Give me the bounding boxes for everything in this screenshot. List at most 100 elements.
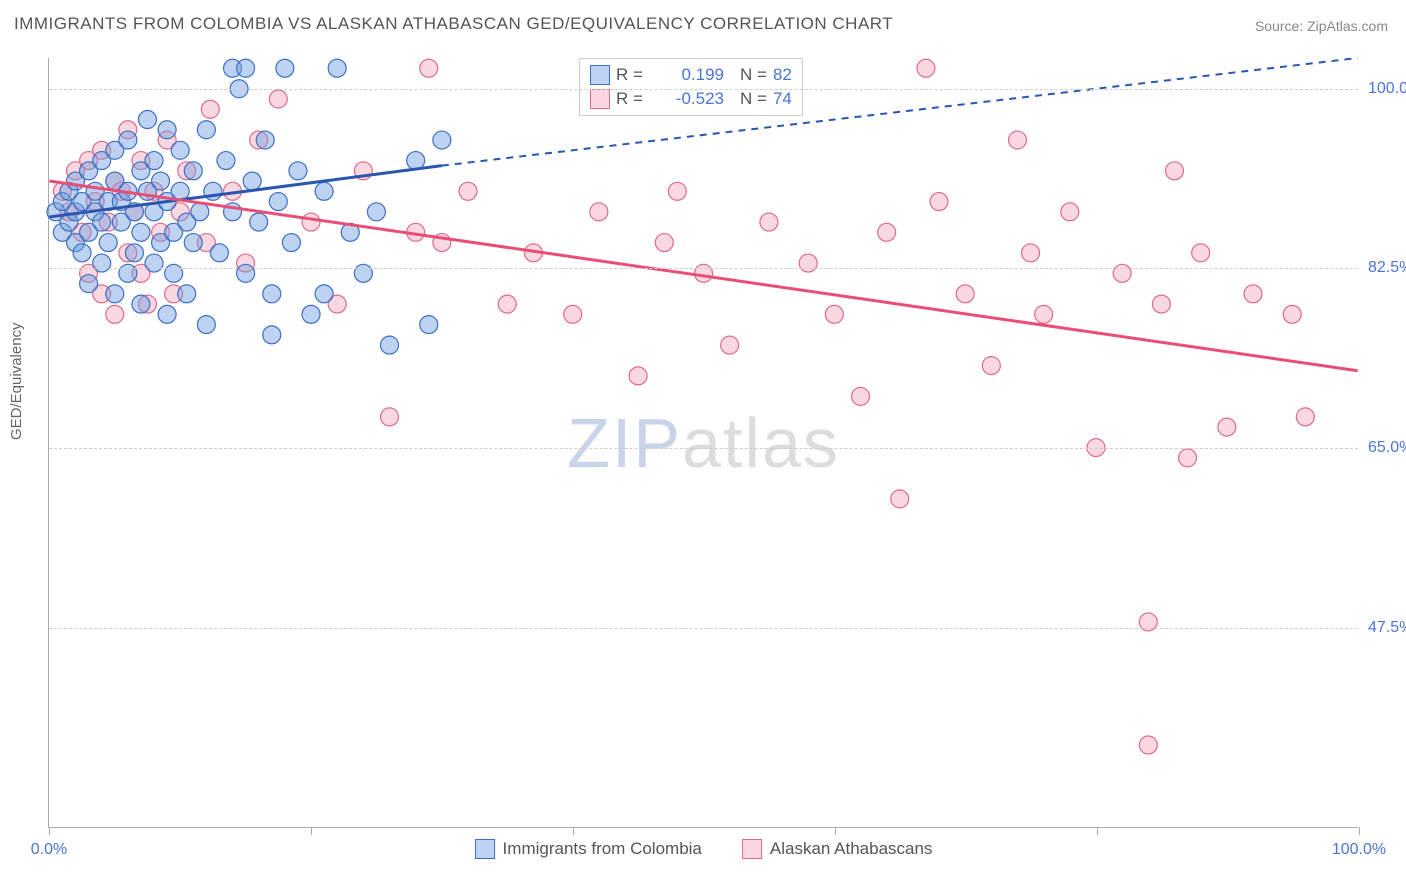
- legend-row: R = -0.523 N = 74: [590, 87, 792, 111]
- scatter-point: [1165, 162, 1183, 180]
- scatter-point: [1192, 244, 1210, 262]
- scatter-point: [145, 152, 163, 170]
- scatter-point: [269, 193, 287, 211]
- scatter-point: [917, 59, 935, 77]
- scatter-point: [1022, 244, 1040, 262]
- scatter-point: [1218, 418, 1236, 436]
- legend-item: Immigrants from Colombia: [475, 839, 702, 859]
- x-tick: [1097, 827, 1098, 835]
- scatter-point: [420, 59, 438, 77]
- legend-top: R = 0.199 N = 82R = -0.523 N = 74: [579, 58, 803, 116]
- scatter-point: [138, 111, 156, 129]
- scatter-point: [237, 264, 255, 282]
- scatter-point: [165, 264, 183, 282]
- scatter-point: [564, 305, 582, 323]
- scatter-point: [1152, 295, 1170, 313]
- scatter-point: [629, 367, 647, 385]
- scatter-point: [99, 234, 117, 252]
- scatter-point: [132, 295, 150, 313]
- scatter-point: [184, 234, 202, 252]
- scatter-point: [825, 305, 843, 323]
- scatter-svg: [49, 58, 1358, 827]
- y-tick-label: 65.0%: [1368, 439, 1406, 457]
- scatter-point: [263, 285, 281, 303]
- scatter-point: [197, 121, 215, 139]
- legend-swatch: [742, 839, 762, 859]
- scatter-point: [106, 285, 124, 303]
- x-tick-label: 100.0%: [1332, 841, 1386, 859]
- x-tick: [49, 827, 50, 835]
- legend-label: Immigrants from Colombia: [503, 839, 702, 859]
- legend-swatch: [475, 839, 495, 859]
- scatter-point: [721, 336, 739, 354]
- scatter-point: [930, 193, 948, 211]
- chart-container: IMMIGRANTS FROM COLOMBIA VS ALASKAN ATHA…: [0, 0, 1406, 892]
- scatter-point: [655, 234, 673, 252]
- gridline: [49, 89, 1358, 90]
- legend-n-value: 82: [773, 65, 792, 85]
- scatter-point: [250, 213, 268, 231]
- scatter-point: [269, 90, 287, 108]
- scatter-point: [80, 275, 98, 293]
- gridline: [49, 448, 1358, 449]
- legend-r-value: 0.199: [654, 65, 724, 85]
- scatter-point: [302, 305, 320, 323]
- legend-n-value: 74: [773, 89, 792, 109]
- y-axis-label: GED/Equivalency: [8, 322, 25, 440]
- plot-area: ZIPatlas R =0.199N = 82R =-0.523N = 74 I…: [48, 58, 1358, 828]
- scatter-point: [1179, 449, 1197, 467]
- scatter-point: [315, 182, 333, 200]
- legend-swatch: [590, 65, 610, 85]
- source-label: Source: ZipAtlas.com: [1255, 18, 1388, 34]
- legend-n-label: N =: [740, 89, 767, 109]
- legend-r-label: R =: [616, 89, 648, 109]
- legend-r-value: -0.523: [654, 89, 724, 109]
- scatter-point: [315, 285, 333, 303]
- scatter-point: [381, 408, 399, 426]
- scatter-point: [1113, 264, 1131, 282]
- x-tick: [1359, 827, 1360, 835]
- legend-row: R =0.199N = 82: [590, 63, 792, 87]
- gridline: [49, 268, 1358, 269]
- scatter-point: [217, 152, 235, 170]
- x-tick: [311, 827, 312, 835]
- scatter-point: [282, 234, 300, 252]
- y-tick-label: 82.5%: [1368, 259, 1406, 277]
- scatter-point: [668, 182, 686, 200]
- scatter-point: [433, 131, 451, 149]
- scatter-point: [119, 131, 137, 149]
- y-tick-label: 100.0%: [1368, 80, 1406, 98]
- scatter-point: [891, 490, 909, 508]
- scatter-point: [420, 316, 438, 334]
- scatter-point: [852, 387, 870, 405]
- scatter-point: [982, 357, 1000, 375]
- legend-bottom: Immigrants from ColombiaAlaskan Athabasc…: [475, 839, 933, 859]
- scatter-point: [197, 316, 215, 334]
- scatter-point: [1139, 736, 1157, 754]
- scatter-point: [152, 172, 170, 190]
- scatter-point: [132, 223, 150, 241]
- scatter-point: [302, 213, 320, 231]
- scatter-point: [158, 305, 176, 323]
- scatter-point: [367, 203, 385, 221]
- scatter-point: [125, 244, 143, 262]
- scatter-point: [1061, 203, 1079, 221]
- scatter-point: [878, 223, 896, 241]
- legend-swatch: [590, 89, 610, 109]
- scatter-point: [760, 213, 778, 231]
- scatter-point: [498, 295, 516, 313]
- scatter-point: [459, 182, 477, 200]
- chart-title: IMMIGRANTS FROM COLOMBIA VS ALASKAN ATHA…: [14, 14, 893, 34]
- scatter-point: [381, 336, 399, 354]
- scatter-point: [256, 131, 274, 149]
- scatter-point: [201, 100, 219, 118]
- scatter-point: [119, 264, 137, 282]
- x-tick: [573, 827, 574, 835]
- scatter-point: [590, 203, 608, 221]
- scatter-point: [210, 244, 228, 262]
- scatter-point: [1009, 131, 1027, 149]
- scatter-point: [1035, 305, 1053, 323]
- legend-n-label: N =: [740, 65, 767, 85]
- scatter-point: [184, 162, 202, 180]
- scatter-point: [1283, 305, 1301, 323]
